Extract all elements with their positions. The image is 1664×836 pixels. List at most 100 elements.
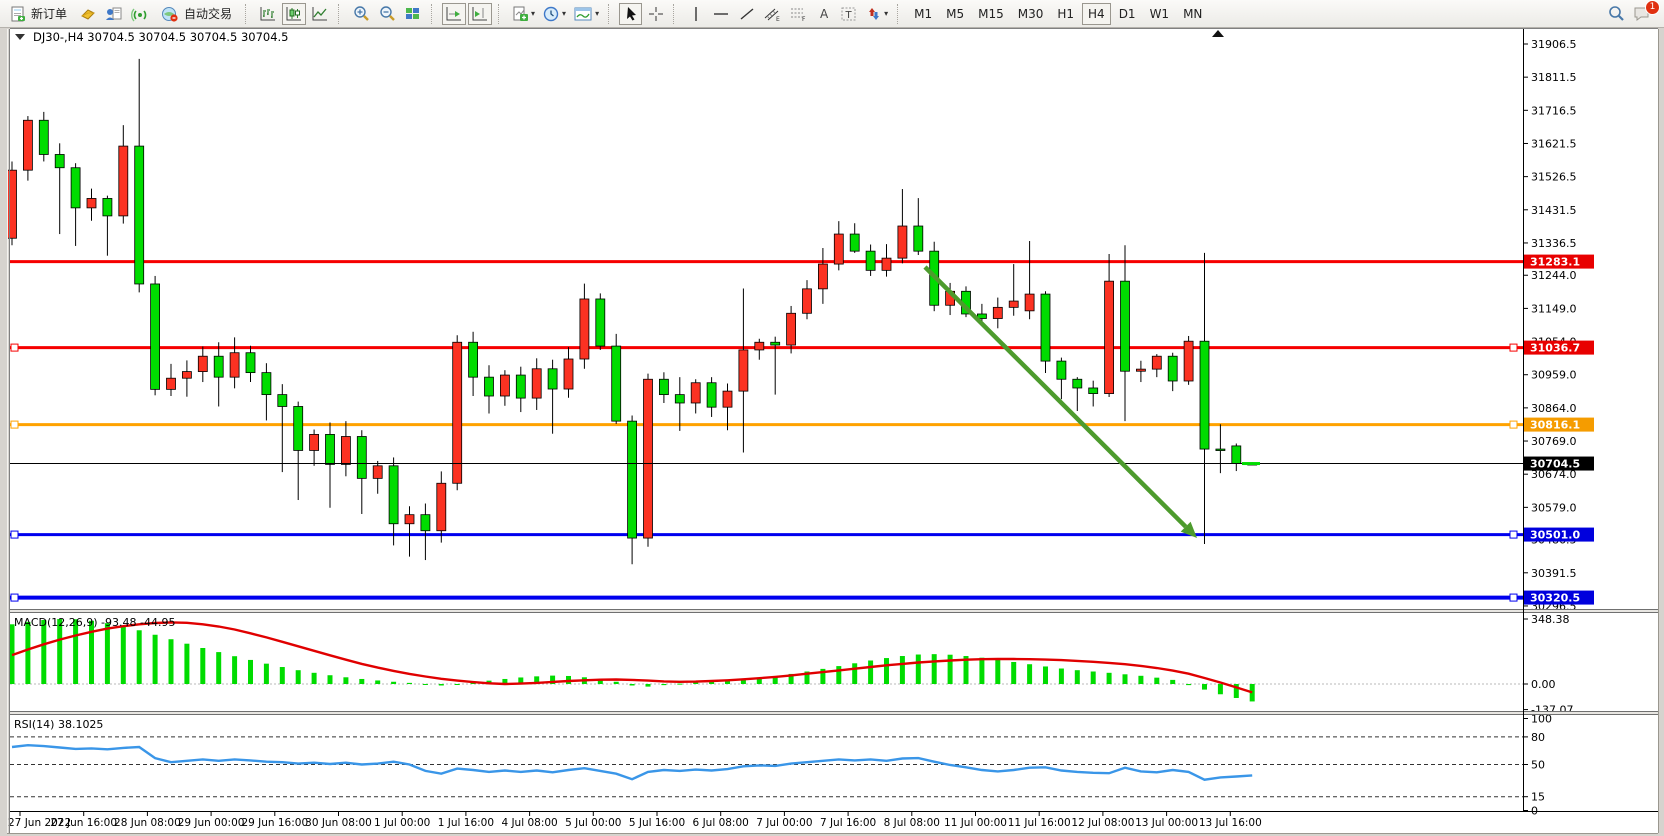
- timeframe-M15[interactable]: M15: [978, 6, 1004, 21]
- bull-candle: [181, 371, 192, 379]
- line-chart-mode-button[interactable]: [308, 3, 332, 25]
- search-button[interactable]: [1604, 3, 1628, 25]
- line-handle[interactable]: [10, 343, 19, 352]
- macd-histogram-bar: [1154, 677, 1160, 684]
- timeframe-H4[interactable]: H4: [1082, 2, 1111, 25]
- bear-candle: [261, 372, 272, 396]
- main-price-panel[interactable]: DJ30-,H4 30704.5 30704.5 30704.5 30704.5: [7, 30, 1524, 602]
- bull-candle: [404, 514, 415, 525]
- macd-histogram-bar: [772, 675, 778, 684]
- rsi-panel[interactable]: RSI(14) 38.10251008050150: [10, 713, 1552, 818]
- timeframe-M1[interactable]: M1: [914, 6, 933, 21]
- trendline-tool-button[interactable]: [735, 3, 758, 25]
- date-label: 7 Jul 16:00: [820, 817, 876, 829]
- bear-candle: [1120, 280, 1130, 372]
- horizontal-line-tool-button[interactable]: [709, 3, 733, 25]
- line-handle[interactable]: [1509, 530, 1518, 539]
- bull-candle: [1104, 280, 1114, 394]
- macd-histogram-bar: [359, 678, 365, 684]
- crosshair-tool-button[interactable]: [644, 3, 667, 25]
- macd-histogram-bar: [25, 621, 31, 684]
- price-tick-label: 30769.0: [1531, 435, 1577, 448]
- vertical-line-tool-button[interactable]: [684, 3, 707, 25]
- line-handle[interactable]: [1509, 593, 1518, 602]
- price-tick-label: 31906.5: [1531, 38, 1577, 51]
- period-button[interactable]: ▾: [540, 3, 569, 25]
- text-tool-button[interactable]: A: [812, 3, 835, 25]
- price-badge-label: 30816.1: [1530, 419, 1580, 432]
- macd-histogram-bar: [168, 639, 174, 684]
- candlestick-mode-button[interactable]: [282, 2, 307, 25]
- new-chart-button[interactable]: ▾: [509, 3, 538, 25]
- price-tick-label: 31244.0: [1531, 269, 1577, 282]
- macd-panel[interactable]: MACD(12,26,9) -93.48 -44.95 348.380.00-13…: [9, 613, 1574, 717]
- trend-arrow-annotation[interactable]: [923, 265, 1197, 538]
- macd-histogram-bar: [804, 671, 810, 684]
- zoom-out-button[interactable]: [375, 3, 399, 25]
- indicators-button[interactable]: ▾: [571, 3, 602, 25]
- macd-histogram-bar: [1043, 666, 1048, 684]
- horizontal-line-icon: [714, 12, 729, 15]
- fibonacci-tool-button[interactable]: F: [786, 3, 810, 25]
- bar-chart-mode-button[interactable]: [256, 3, 280, 25]
- bear-candle: [420, 514, 431, 532]
- macd-histogram-bar: [613, 681, 619, 684]
- bull-candle: [166, 377, 176, 390]
- new-order-icon: [11, 6, 25, 21]
- toolbar-separator: [498, 3, 504, 24]
- svg-text:T: T: [845, 10, 853, 21]
- window-frame: [7, 28, 1659, 834]
- collapse-icon[interactable]: [15, 34, 25, 40]
- chart-canvas[interactable]: DJ30-,H4 30704.5 30704.5 30704.5 30704.5…: [0, 28, 1664, 836]
- chart-shift-button[interactable]: [468, 2, 493, 25]
- price-axis[interactable]: 31906.5 31811.5 31716.5 31621.5 31526.5 31431…: [1523, 38, 1594, 613]
- bull-candle: [563, 358, 574, 390]
- signal-button[interactable]: [128, 3, 152, 25]
- bear-candle: [515, 374, 526, 399]
- price-badge: [1524, 527, 1594, 542]
- new-order-label: 新订单: [31, 7, 68, 21]
- tile-windows-button[interactable]: [401, 3, 425, 25]
- macd-histogram-bar: [73, 619, 79, 684]
- line-handle[interactable]: [1509, 343, 1518, 352]
- line-handle[interactable]: [10, 593, 19, 602]
- account-report-button[interactable]: [102, 3, 126, 25]
- timeframe-D1[interactable]: D1: [1118, 6, 1136, 21]
- timeframe-M5[interactable]: M5: [946, 6, 965, 21]
- timeframe-M30[interactable]: M30: [1017, 6, 1044, 21]
- timeframe-MN[interactable]: MN: [1183, 6, 1203, 21]
- timeframe-H1[interactable]: H1: [1057, 6, 1075, 21]
- cursor-tool-button[interactable]: [619, 2, 643, 25]
- timeframe-W1[interactable]: W1: [1149, 6, 1170, 21]
- macd-histogram-bar: [136, 630, 142, 684]
- chart-shift-marker[interactable]: [1212, 30, 1224, 37]
- price-badge: [1524, 254, 1594, 269]
- quick-trade-button[interactable]: [76, 3, 100, 25]
- bull-candle: [372, 465, 383, 479]
- date-label: 11 Jul 16:00: [1008, 817, 1071, 829]
- channel-tool-button[interactable]: E: [760, 3, 784, 25]
- chart-shift-icon: [472, 6, 488, 20]
- text-label-tool-button[interactable]: T: [837, 3, 861, 25]
- bear-candle: [245, 352, 256, 374]
- zoom-out-icon: [380, 6, 395, 21]
- bull-candle: [1151, 355, 1162, 370]
- bear-candle: [627, 420, 637, 539]
- line-handle[interactable]: [10, 530, 19, 539]
- notifications-button[interactable]: 1: [1630, 0, 1660, 25]
- new-order-button[interactable]: 新订单: [3, 3, 74, 25]
- dropdown-arrow-icon: ▾: [595, 9, 600, 18]
- bull-candle: [22, 119, 33, 171]
- date-label: 29 Jun 16:00: [241, 817, 308, 829]
- auto-scroll-button[interactable]: [442, 2, 467, 25]
- shapes-tool-button[interactable]: ▾: [863, 3, 891, 25]
- person-report-icon: [106, 7, 122, 20]
- zoom-in-button[interactable]: [349, 3, 373, 25]
- auto-trading-button[interactable]: 自动交易: [154, 3, 239, 25]
- line-handle[interactable]: [1509, 420, 1518, 429]
- bear-candle: [150, 283, 161, 390]
- macd-histogram-bar: [57, 619, 63, 684]
- macd-histogram-bar: [693, 682, 699, 684]
- line-handle[interactable]: [10, 420, 19, 429]
